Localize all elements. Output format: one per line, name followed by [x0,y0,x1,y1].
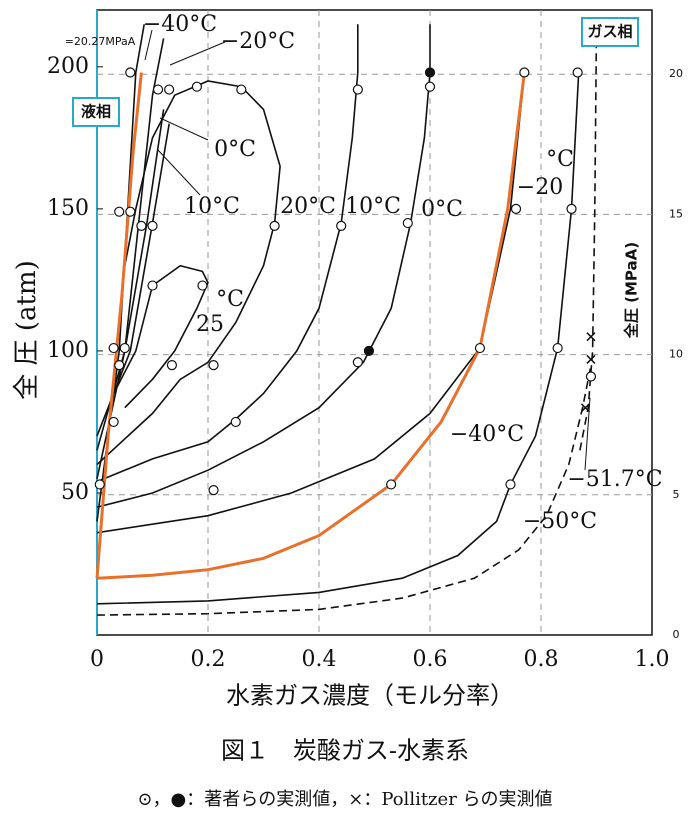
point [505,479,516,490]
point [236,84,247,95]
point [164,84,175,95]
point [336,220,347,232]
point [197,280,208,291]
point [152,84,164,95]
x-tick-label: 0.2 [191,647,226,672]
point [386,479,397,490]
curve-label: °C [546,147,574,172]
point [125,206,136,217]
curve [96,80,281,466]
point [108,342,119,354]
curve-label: −20°C [221,29,295,54]
x-tick-label: 1.0 [635,647,670,672]
curve-label: −51.7°C [567,467,662,492]
curve-label: 20°C [280,194,336,219]
x-tick-label: 0 [90,647,104,672]
curve [579,24,598,451]
y2-tick-label: 10 [669,348,683,361]
curve-label: °C [216,287,244,312]
plot-frame [96,9,653,636]
y-axis-title: 全 圧 (atm) [12,260,42,399]
point [352,357,363,368]
curve [96,364,592,616]
phase-label: 液相 [81,103,111,121]
point [566,203,577,214]
curve-label: −40°C [450,422,524,447]
x-tick-label: 0.6 [413,647,448,672]
y-tick-label: 100 [47,338,89,363]
point [114,206,125,217]
point [586,332,596,342]
x-tick-label: 0.8 [524,647,559,672]
phase-box [72,97,120,127]
x-axis-title: 水素ガス濃度（モル分率） [226,682,514,710]
point [585,371,597,382]
point [166,360,178,371]
point [191,81,202,92]
y2-tick-label: 5 [673,488,680,501]
point [519,67,530,78]
curve [96,72,526,580]
y2-tick-label: 20 [669,67,683,80]
point [586,354,596,364]
point [125,67,136,78]
point [147,280,158,291]
point [474,342,486,354]
y2-tick-label: 15 [669,207,683,220]
point [136,220,147,232]
curve-label: 10°C [184,194,240,219]
point [424,81,436,92]
y-tick-label: 150 [47,196,89,221]
y-tick-label: 200 [47,54,89,79]
point [580,403,590,413]
curve-label: −20 [517,175,563,200]
point [208,360,219,371]
y2-axis-title: 全圧 (MPaA) [623,242,641,339]
point [230,416,241,428]
point [269,220,280,232]
annotation: =20.27MPaA [65,35,136,48]
x-tick-label: 0.4 [302,647,337,672]
phase-label: ガス相 [587,23,632,41]
phase-box [581,17,639,47]
curve [96,72,580,605]
y-tick-label: 50 [61,480,89,505]
point [402,217,413,229]
curve-label: −50°C [523,509,597,534]
point [94,479,105,490]
curve [112,264,209,409]
point [510,203,522,214]
curve-label: 0°C [421,197,463,222]
point [363,345,375,357]
y2-tick-label: 0 [673,628,680,641]
point [108,416,119,428]
point [572,67,583,78]
point [119,342,130,354]
curve [96,24,359,483]
point [552,342,563,354]
curve-label: −40°C [143,12,217,37]
point [147,220,158,232]
point [208,485,219,496]
curve-label: 0°C [214,137,256,162]
caption: 図１ 炭酸ガス-水素系 [221,737,469,765]
footnote: ⊙，●：著者らの実測値，×：Pollitzer らの実測値 [137,789,552,810]
point [352,84,363,95]
point [114,360,125,371]
arrows [144,29,591,471]
curve-label: 10°C [345,194,401,219]
point [424,67,436,78]
curve [96,24,431,508]
curve [96,72,526,534]
curve-label: 25 [196,312,224,337]
